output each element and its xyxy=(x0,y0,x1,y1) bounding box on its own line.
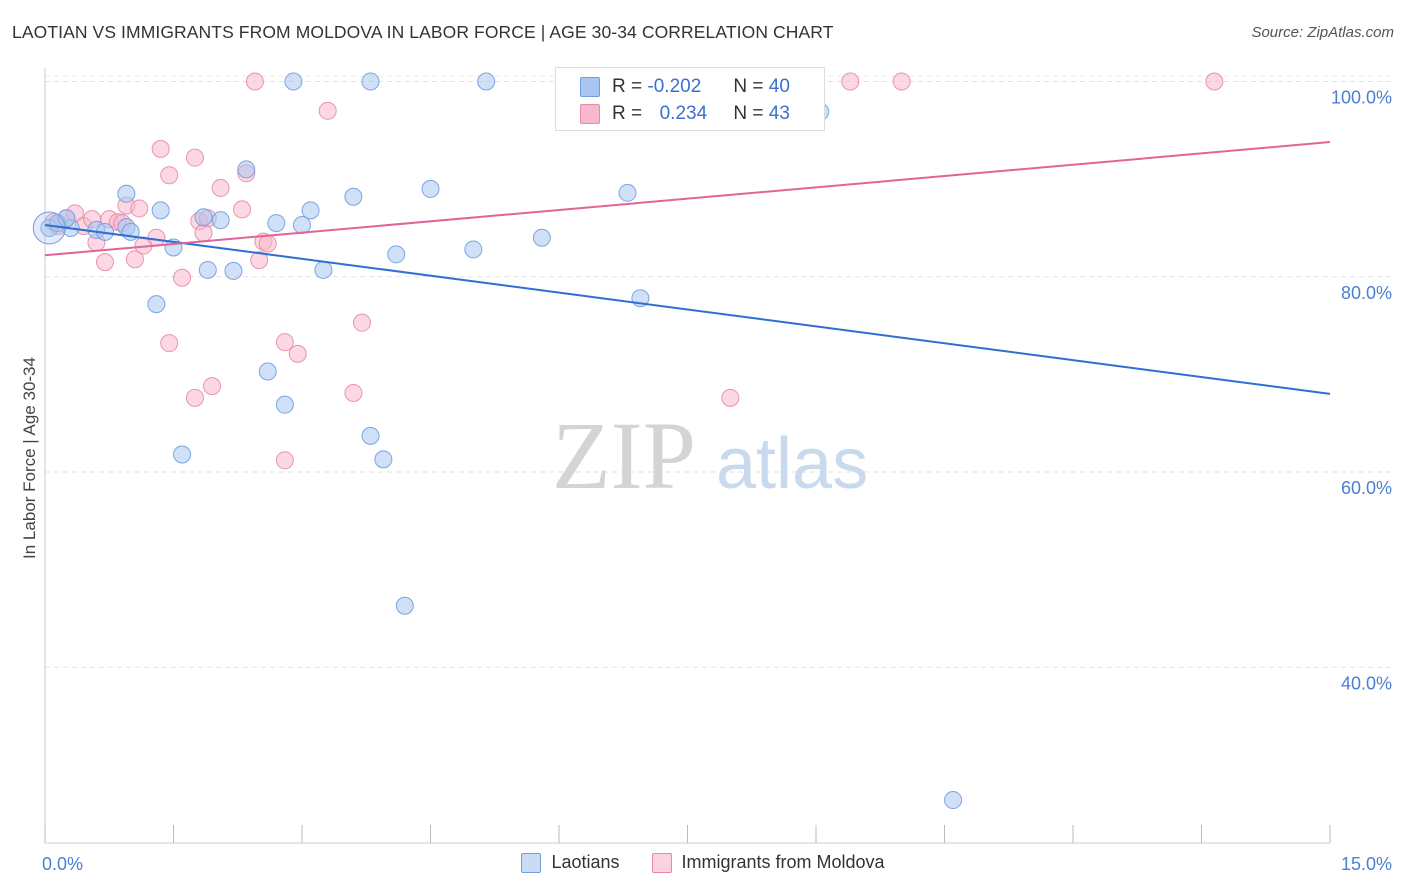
legend-item-moldova[interactable]: Immigrants from Moldova xyxy=(651,852,885,873)
data-point xyxy=(198,260,217,279)
data-point xyxy=(258,234,277,253)
data-point xyxy=(233,200,252,219)
trend-lines xyxy=(44,141,1331,395)
data-point xyxy=(258,362,277,381)
data-point xyxy=(117,184,136,203)
x-tick-label-max: 15.0% xyxy=(1341,854,1392,874)
data-point xyxy=(421,179,440,198)
data-point xyxy=(160,166,179,185)
data-point xyxy=(721,388,740,407)
series-laotians-points xyxy=(32,72,963,810)
legend-swatch-laotians xyxy=(521,852,542,873)
data-point xyxy=(395,596,414,615)
x-tick-label-min: 0.0% xyxy=(42,854,83,874)
data-point xyxy=(301,201,320,220)
data-point xyxy=(288,344,307,363)
source-label: Source: ZipAtlas.com xyxy=(1251,24,1394,41)
legend-r-label: R = xyxy=(612,76,643,97)
trend-line xyxy=(44,141,1331,257)
data-point xyxy=(147,295,166,314)
legend-n-value: 43 xyxy=(768,103,790,124)
data-point xyxy=(387,245,406,264)
data-point xyxy=(352,313,371,332)
data-point xyxy=(224,261,243,280)
data-point xyxy=(237,160,256,179)
legend-swatch-moldova xyxy=(580,104,600,124)
watermark-zip: ZIP xyxy=(552,402,696,509)
data-point xyxy=(95,253,114,272)
data-point xyxy=(318,101,337,120)
legend-item-laotians[interactable]: Laotians xyxy=(521,852,620,873)
data-point xyxy=(57,209,76,228)
data-point xyxy=(151,139,170,158)
data-point xyxy=(275,395,294,414)
data-point xyxy=(211,211,230,230)
data-point xyxy=(125,250,144,269)
legend-n-label: N = xyxy=(733,76,764,97)
y-tick-label: 100.0% xyxy=(1331,88,1392,108)
tick-labels: 40.0% 60.0% 80.0% 100.0% 0.0% 15.0% xyxy=(42,88,1392,874)
data-point xyxy=(532,228,551,247)
legend-row-moldova: R = 0.234 N = 43 xyxy=(580,101,790,127)
data-point xyxy=(211,178,230,197)
data-point xyxy=(185,148,204,167)
data-point xyxy=(361,426,380,445)
legend-n-value: 40 xyxy=(768,76,790,97)
data-point xyxy=(160,334,179,353)
data-point xyxy=(275,333,294,352)
data-point xyxy=(374,450,393,469)
data-point xyxy=(267,214,286,233)
legend-swatch-moldova xyxy=(651,852,672,873)
legend-r-value: -0.202 xyxy=(647,76,702,97)
data-point xyxy=(944,791,963,810)
data-point xyxy=(477,72,496,91)
data-point xyxy=(173,445,192,464)
data-point xyxy=(344,187,363,206)
legend-n-label: N = xyxy=(733,103,764,124)
data-point xyxy=(130,199,149,218)
data-point xyxy=(892,72,911,91)
watermark-atlas: atlas xyxy=(716,424,868,504)
data-point xyxy=(151,201,170,220)
y-tick-label: 40.0% xyxy=(1341,673,1392,693)
legend-label-laotians: Laotians xyxy=(551,852,620,872)
legend-swatch-laotians xyxy=(580,77,600,97)
data-point xyxy=(284,72,303,91)
axes xyxy=(44,68,1331,844)
legend-r-value: 0.234 xyxy=(659,103,708,124)
legend-row-laotians: R = -0.202 N = 40 xyxy=(580,74,790,100)
data-point xyxy=(275,451,294,470)
data-point xyxy=(147,228,166,247)
data-point xyxy=(618,183,637,202)
series-legend: Laotians Immigrants from Moldova xyxy=(0,852,1406,873)
data-point xyxy=(344,383,363,402)
legend-label-moldova: Immigrants from Moldova xyxy=(681,852,885,872)
data-point xyxy=(173,268,192,287)
data-point xyxy=(841,72,860,91)
data-point xyxy=(185,388,204,407)
data-point xyxy=(250,251,269,270)
data-point xyxy=(361,72,380,91)
legend-r-label: R = xyxy=(612,103,643,124)
trend-line xyxy=(44,224,1331,395)
data-point xyxy=(194,208,213,227)
y-tick-label: 60.0% xyxy=(1341,478,1392,498)
data-point xyxy=(314,260,333,279)
y-tick-label: 80.0% xyxy=(1341,283,1392,303)
stats-legend: R = -0.202 N = 40 R = 0.234 N = 43 xyxy=(555,67,825,131)
data-point xyxy=(1205,72,1224,91)
data-point xyxy=(203,377,222,396)
data-point xyxy=(464,240,483,259)
data-point xyxy=(293,216,311,235)
chart-title: LAOTIAN VS IMMIGRANTS FROM MOLDOVA IN LA… xyxy=(12,22,834,42)
data-point xyxy=(245,72,264,91)
